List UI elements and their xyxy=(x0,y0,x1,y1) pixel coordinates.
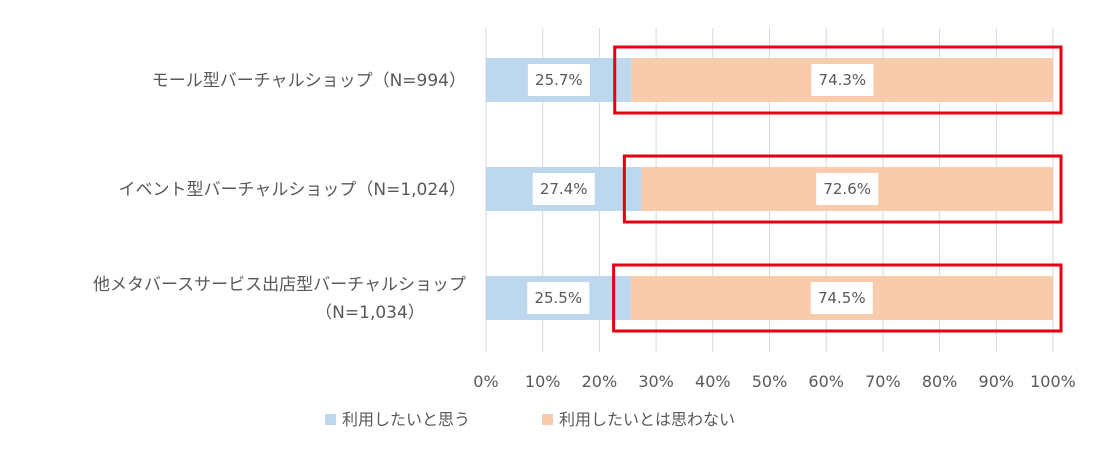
legend-label: 利用したいと思う xyxy=(342,410,470,429)
highlight-box xyxy=(622,154,1063,224)
data-label-box xyxy=(811,64,874,96)
x-tick-label: 0% xyxy=(473,372,498,391)
category-label-line: （N=1,034） xyxy=(315,303,425,323)
x-tick-label: 100% xyxy=(1030,372,1076,391)
x-tick-label: 80% xyxy=(922,372,958,391)
x-axis-ticks: 0% 10% 20% 30% 40% 50% 60% 70% 80% 90% 100% xyxy=(473,372,1076,391)
legend-swatch xyxy=(542,414,553,425)
highlight-boxes xyxy=(612,45,1063,333)
data-label-box xyxy=(532,173,595,205)
highlight-box xyxy=(613,45,1063,115)
x-tick-label: 40% xyxy=(695,372,731,391)
category-label-line: イベント型バーチャルショップ（N=1,024） xyxy=(119,180,466,200)
data-label: 25.5% xyxy=(534,289,582,307)
category-label: イベント型バーチャルショップ（N=1,024） xyxy=(119,180,466,200)
category-labels: モール型バーチャルショップ（N=994） イベント型バーチャルショップ（N=1,0… xyxy=(93,71,466,323)
legend-swatch xyxy=(325,414,336,425)
data-label: 27.4% xyxy=(540,180,588,198)
legend-label: 利用したいとは思わない xyxy=(559,410,735,429)
x-tick-label: 90% xyxy=(979,372,1015,391)
x-tick-label: 10% xyxy=(525,372,561,391)
category-label: 他メタバースサービス出店型バーチャルショップ （N=1,034） xyxy=(93,275,466,323)
data-label: 74.3% xyxy=(819,71,867,89)
x-tick-label: 30% xyxy=(638,372,674,391)
x-tick-label: 60% xyxy=(808,372,844,391)
highlight-box xyxy=(612,263,1063,333)
data-label-box xyxy=(527,64,590,96)
x-tick-label: 50% xyxy=(752,372,788,391)
data-label-box xyxy=(527,282,590,314)
x-tick-label: 70% xyxy=(865,372,901,391)
category-label: モール型バーチャルショップ（N=994） xyxy=(152,71,466,91)
data-label: 25.7% xyxy=(535,71,583,89)
data-label: 72.6% xyxy=(823,180,871,198)
bars: 25.7% 74.3% 27.4% 72.6% 25.5% 74.5% xyxy=(486,58,1053,320)
x-tick-label: 20% xyxy=(582,372,618,391)
legend: 利用したいと思う 利用したいとは思わない xyxy=(325,410,735,429)
category-label-line: 他メタバースサービス出店型バーチャルショップ xyxy=(93,275,466,295)
data-label: 74.5% xyxy=(818,289,866,307)
data-label-box xyxy=(816,173,879,205)
category-label-line: モール型バーチャルショップ（N=994） xyxy=(152,71,466,91)
data-label-box xyxy=(810,282,873,314)
